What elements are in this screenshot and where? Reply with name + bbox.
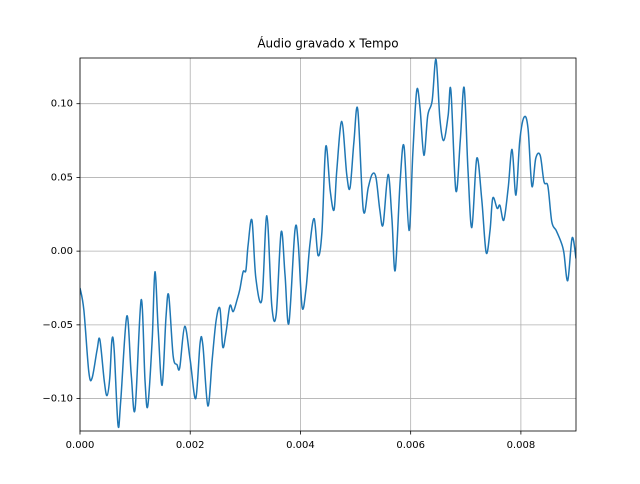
y-tick-label: −0.10 (42, 394, 73, 405)
y-tick-label: −0.05 (42, 320, 73, 331)
y-tick-label: 0.10 (51, 99, 73, 110)
chart-title: Áudio gravado x Tempo (257, 36, 398, 51)
line (80, 58, 576, 429)
x-tick-label: 0.002 (176, 440, 205, 451)
x-tick-label: 0.006 (396, 440, 425, 451)
y-tick-label: 0.00 (51, 246, 73, 257)
x-tick-label: 0.004 (286, 440, 315, 451)
axes-frame (79, 57, 577, 432)
x-tick-label: 0.008 (507, 440, 536, 451)
y-tick-label: 0.05 (51, 172, 73, 183)
x-tick-label: 0.000 (66, 440, 95, 451)
